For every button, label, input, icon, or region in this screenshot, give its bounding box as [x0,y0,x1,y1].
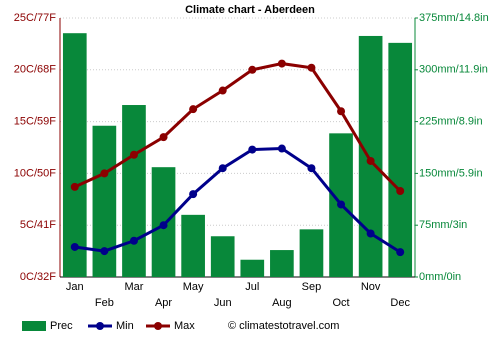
x-tick-label: Sep [302,281,322,293]
y2-tick-label: 300mm/11.9in [419,64,488,76]
x-tick-label: Nov [361,281,381,293]
marker [396,187,405,196]
legend-label: Prec [50,320,73,332]
y-tick-label: 10C/50F [14,167,56,179]
marker [277,59,286,68]
marker [159,133,168,142]
bar [270,250,294,277]
legend-swatch [154,322,162,330]
x-tick-label: Aug [272,297,292,309]
legend-label: Max [174,320,195,332]
bar [210,236,235,277]
y2-tick-label: 225mm/8.9in [419,116,483,128]
bar [358,35,383,277]
bar [388,42,413,277]
y2-tick-label: 375mm/14.8in [419,12,489,24]
x-tick-label: Jan [66,281,84,293]
credit: © climatestotravel.com [228,320,339,332]
marker [396,248,405,257]
x-tick-label: Dec [390,297,410,309]
marker [189,190,198,199]
chart-title: Climate chart - Aberdeen [185,4,315,16]
y2-tick-label: 0mm/0in [419,271,461,283]
x-tick-label: Mar [124,281,143,293]
bar [181,214,205,277]
marker [159,221,168,230]
legend-swatch [22,321,46,331]
bar [122,105,146,277]
y-tick-label: 25C/77F [14,12,56,24]
x-tick-label: Oct [332,297,349,309]
marker [189,105,198,114]
y-tick-label: 20C/68F [14,64,56,76]
line [74,147,402,254]
marker [248,65,257,74]
marker [70,242,79,251]
marker [366,156,375,165]
marker [366,229,375,238]
marker [307,63,316,72]
x-tick-label: Jul [245,281,259,293]
marker [277,144,286,153]
y2-tick-label: 150mm/5.9in [419,167,483,179]
marker [100,247,109,256]
marker [100,169,109,178]
marker [218,164,227,173]
y-tick-label: 0C/32F [20,271,56,283]
marker [70,182,79,191]
x-tick-label: Feb [95,297,114,309]
y2-tick-label: 75mm/3in [419,219,467,231]
marker [337,107,346,116]
y-tick-label: 5C/41F [20,219,56,231]
line [74,62,402,193]
marker [307,164,316,173]
bar [62,33,87,277]
legend-label: Min [116,320,134,332]
bar [92,125,117,277]
x-tick-label: Jun [214,297,232,309]
marker [248,145,257,154]
marker [129,236,138,245]
marker [129,150,138,159]
x-tick-label: Apr [155,297,172,309]
bar [240,259,265,277]
bar [299,229,324,277]
y-tick-label: 15C/59F [14,116,56,128]
legend-swatch [96,322,104,330]
marker [337,200,346,209]
x-tick-label: May [183,281,204,293]
marker [218,86,227,95]
